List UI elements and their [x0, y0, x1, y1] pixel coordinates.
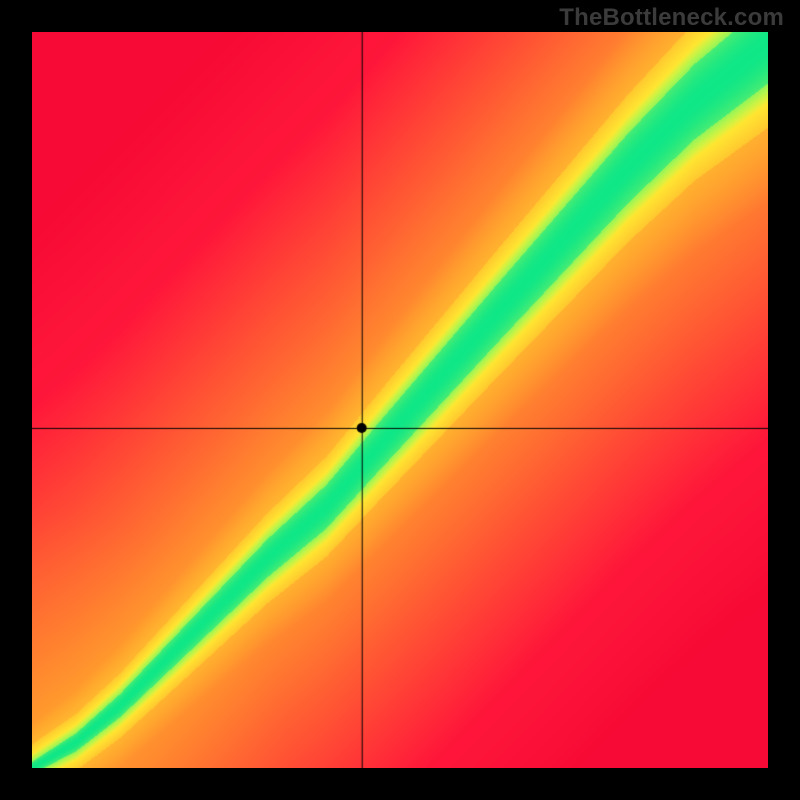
watermark-text: TheBottleneck.com — [559, 4, 784, 32]
crosshair-overlay — [32, 32, 768, 768]
chart-container: TheBottleneck.com — [0, 0, 800, 800]
